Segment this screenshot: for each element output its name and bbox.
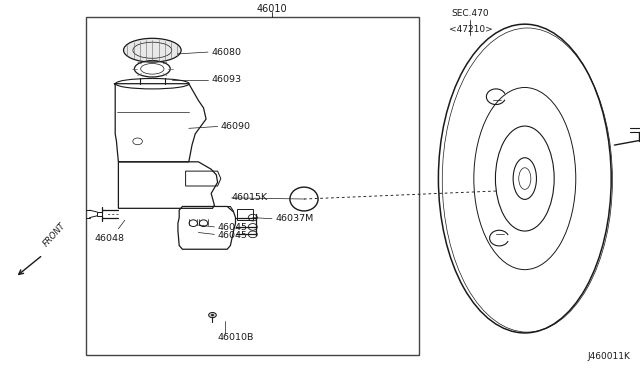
Text: 46045: 46045: [218, 231, 248, 240]
Text: 46010: 46010: [257, 4, 287, 14]
Text: <47210>: <47210>: [449, 25, 492, 34]
Text: 46080: 46080: [211, 48, 241, 57]
Text: 46037M: 46037M: [275, 214, 314, 223]
Text: 46093: 46093: [211, 76, 241, 84]
Text: J460011K: J460011K: [588, 352, 630, 361]
Text: 46045: 46045: [218, 223, 248, 232]
Text: SEC.470: SEC.470: [452, 9, 489, 17]
Ellipse shape: [124, 38, 181, 62]
Text: 46090: 46090: [221, 122, 251, 131]
Text: 46010B: 46010B: [218, 333, 254, 342]
Text: FRONT: FRONT: [42, 221, 68, 248]
Bar: [86, 17, 419, 355]
Text: 46015K: 46015K: [232, 193, 268, 202]
Text: 46048: 46048: [95, 234, 125, 243]
Ellipse shape: [209, 312, 216, 318]
Ellipse shape: [211, 314, 214, 316]
